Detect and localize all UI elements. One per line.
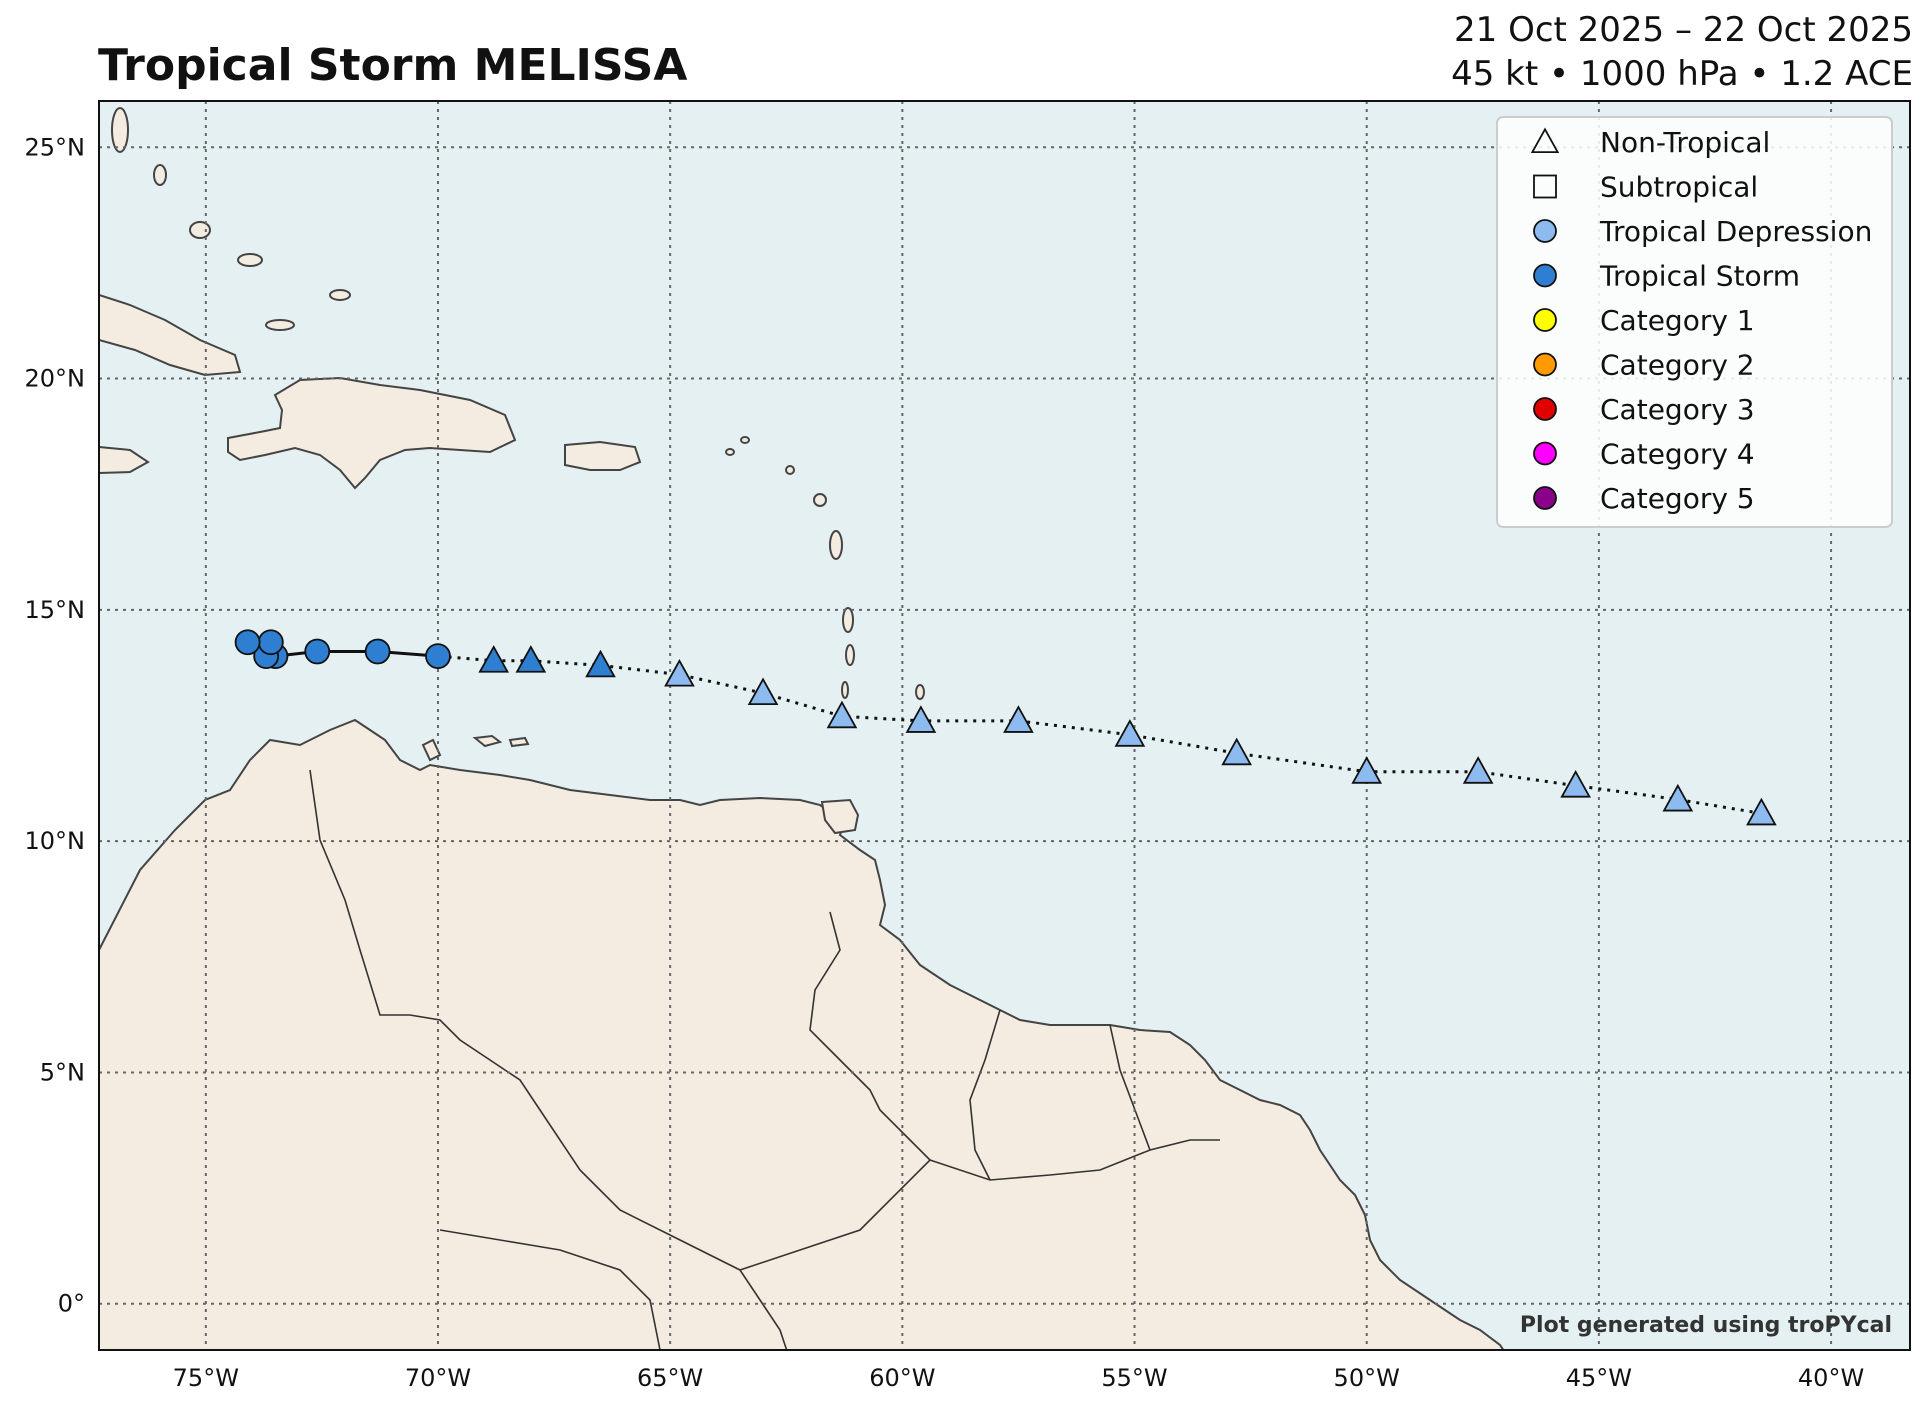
legend-box <box>1496 116 1893 528</box>
latitude-ticks: 0° 5°N 10°N 15°N 20°N 25°N <box>25 133 86 1317</box>
track-point <box>826 700 858 729</box>
lat-tick-label: 20°N <box>25 365 86 393</box>
lon-tick-label: 50°W <box>1334 1364 1400 1392</box>
legend-marker <box>1533 397 1557 421</box>
legend-label: Tropical Storm <box>1599 260 1800 293</box>
track-point <box>234 629 261 656</box>
land-abc-islands <box>421 734 530 762</box>
land-layer <box>99 107 1505 1350</box>
credit-text: Plot generated using troPYcal <box>1520 1313 1892 1338</box>
legend-label: Category 5 <box>1600 482 1755 515</box>
track-point <box>364 638 391 665</box>
land-puerto-rico <box>564 440 642 471</box>
lon-tick-label: 65°W <box>637 1364 703 1392</box>
land-south-america <box>99 718 1505 1350</box>
legend-marker <box>1533 352 1557 377</box>
legend-marker <box>1533 263 1557 288</box>
legend-label: Category 3 <box>1600 393 1755 426</box>
track-point <box>1746 797 1777 826</box>
track-point <box>1114 719 1146 747</box>
date-range: 21 Oct 2025 – 22 Oct 2025 <box>1454 10 1913 50</box>
lat-tick-label: 15°N <box>25 596 86 624</box>
legend-marker <box>1533 308 1557 332</box>
legend-marker <box>1533 219 1557 243</box>
track-point <box>515 645 547 673</box>
map-frame <box>98 100 1911 1351</box>
lon-tick-label: 70°W <box>405 1364 471 1392</box>
legend-marker <box>1530 127 1560 154</box>
track-line-dotted <box>437 654 1762 815</box>
lon-tick-label: 60°W <box>869 1364 935 1392</box>
track-point <box>905 705 937 733</box>
track-points <box>234 629 1777 826</box>
lat-tick-label: 25°N <box>25 133 86 161</box>
track-point <box>585 649 616 678</box>
land-hispaniola <box>227 376 517 490</box>
land-cuba <box>99 293 242 377</box>
border-venezuela-guyana <box>809 911 931 1161</box>
border-suriname-french-guiana <box>1109 1024 1151 1151</box>
legend-label: Tropical Depression <box>1599 215 1872 248</box>
land-trinidad <box>820 798 860 835</box>
legend-label: Category 2 <box>1600 349 1755 382</box>
track-point <box>1560 769 1591 798</box>
lat-tick-label: 10°N <box>25 827 86 855</box>
intensity-stats: 45 kt • 1000 hPa • 1.2 ACE <box>1451 54 1913 94</box>
legend-marker <box>1533 441 1557 466</box>
legend-label: Non-Tropical <box>1600 126 1770 159</box>
lon-tick-label: 55°W <box>1101 1364 1167 1392</box>
lon-tick-label: 45°W <box>1566 1364 1632 1392</box>
border-colombia-venezuela <box>309 769 741 1271</box>
track-point <box>304 638 331 665</box>
track-point <box>1351 756 1383 784</box>
border-brazil-west <box>739 1269 788 1350</box>
border-colombia-south <box>439 1229 661 1350</box>
lat-tick-label: 0° <box>58 1290 85 1318</box>
border-brazil-north <box>739 1139 1220 1271</box>
lon-tick-label: 75°W <box>173 1364 239 1392</box>
track-point <box>257 629 284 656</box>
track-point <box>664 658 695 687</box>
storm-summary: 21 Oct 2025 – 22 Oct 2025 45 kt • 1000 h… <box>1451 8 1913 96</box>
land-jamaica <box>99 445 150 475</box>
border-guyana-suriname <box>969 1009 1001 1181</box>
storm-title: Tropical Storm MELISSA <box>98 40 688 91</box>
track-point <box>747 677 779 706</box>
legend-label: Category 4 <box>1600 438 1755 471</box>
graticule <box>99 101 1910 1350</box>
legend-marker <box>1533 174 1557 199</box>
track-point <box>1662 783 1694 812</box>
track-point <box>1003 705 1034 733</box>
lon-tick-label: 40°W <box>1798 1364 1864 1392</box>
legend: Non-Tropical Subtropical Tropical Depressi… <box>1496 116 1893 528</box>
legend-label: Subtropical <box>1600 171 1758 204</box>
track-point <box>1221 737 1253 766</box>
country-borders <box>309 769 1220 1350</box>
track-point <box>1462 756 1494 784</box>
track-point <box>478 645 510 673</box>
lat-tick-label: 5°N <box>40 1058 85 1086</box>
legend-label: Category 1 <box>1600 304 1755 337</box>
land-lesser-antilles <box>725 436 925 700</box>
legend-marker <box>1533 486 1557 510</box>
track-point <box>425 643 451 670</box>
longitude-ticks: 75°W 70°W 65°W 60°W 55°W 50°W 45°W 40°W <box>173 1364 1865 1392</box>
land-bahamas <box>111 107 351 331</box>
